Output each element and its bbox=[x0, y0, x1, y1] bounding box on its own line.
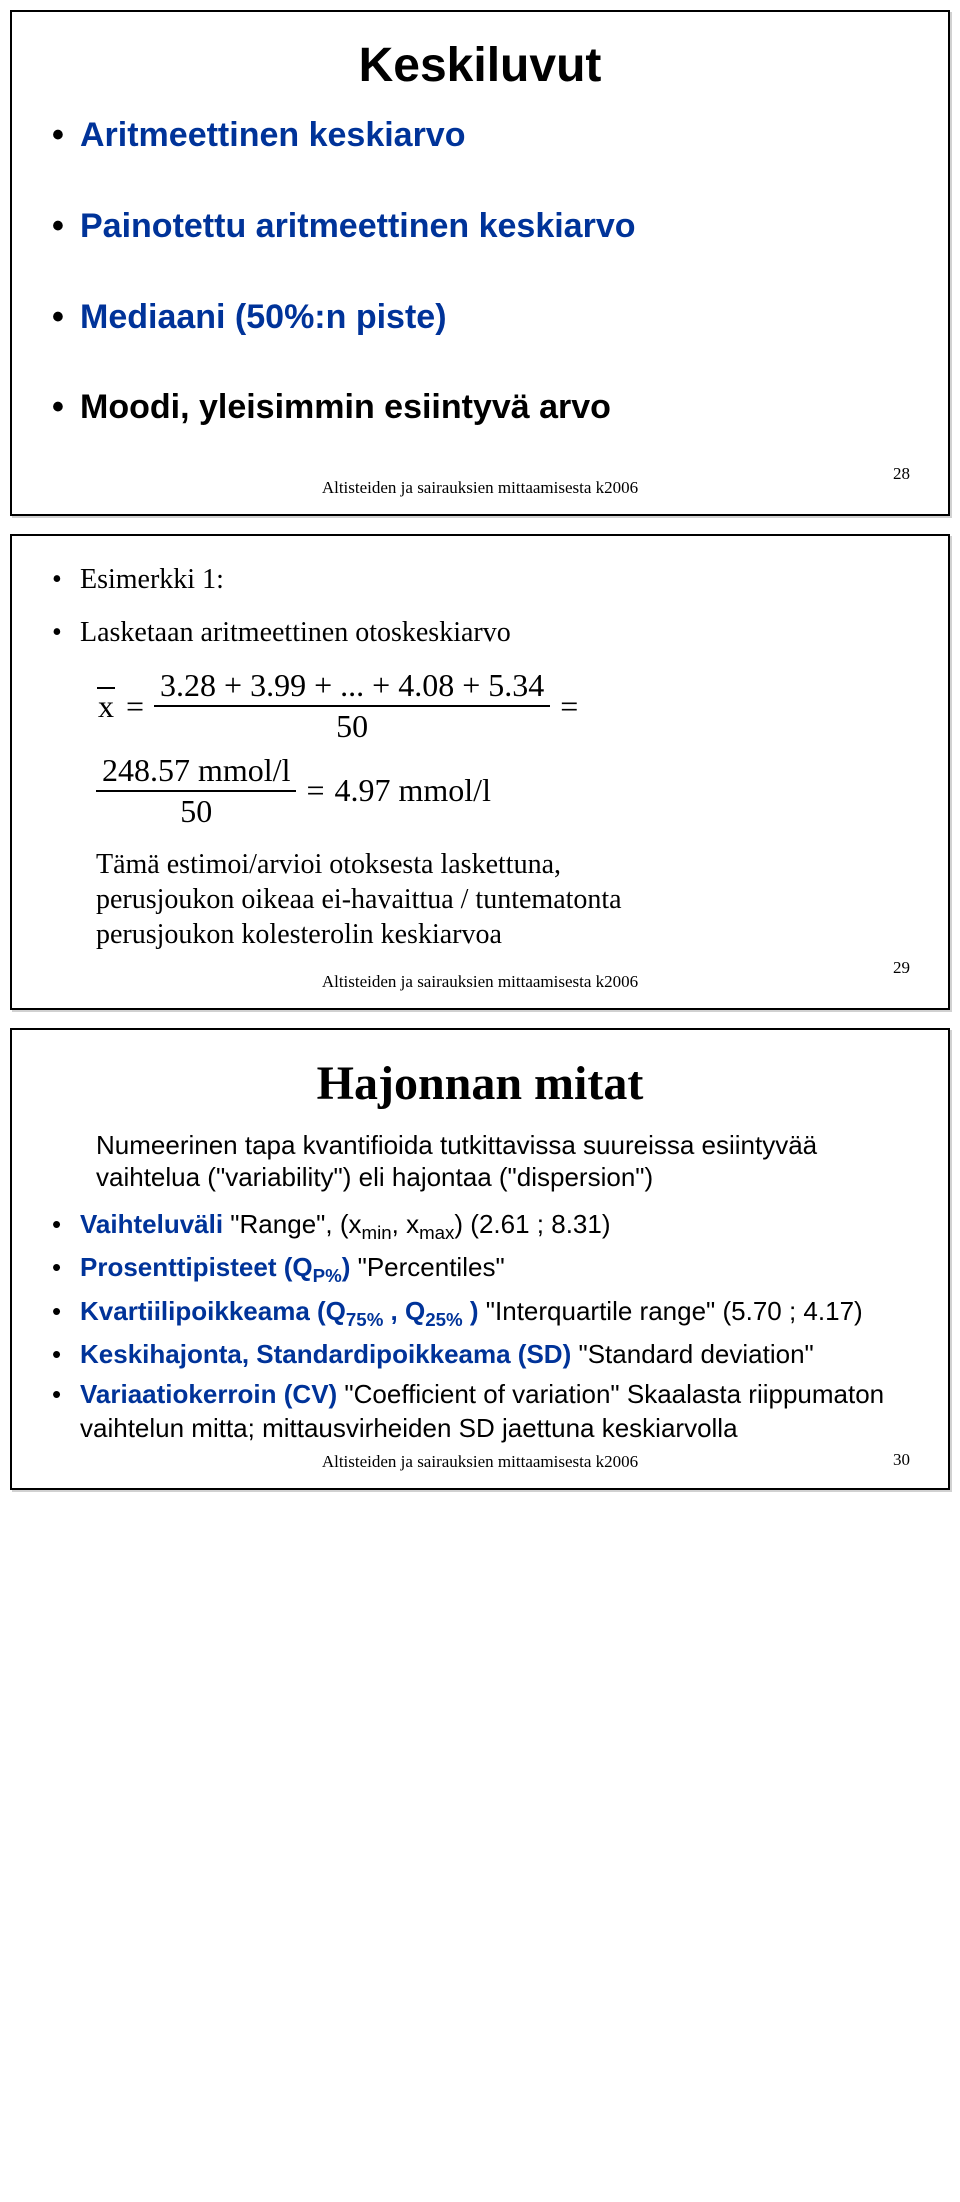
slide-keskiluvut: Keskiluvut Aritmeettinen keskiarvo Paino… bbox=[10, 10, 950, 516]
term-vaihteluvali: Vaihteluväli bbox=[80, 1209, 223, 1239]
formula-block: x = 3.28 + 3.99 + ... + 4.08 + 5.34 50 =… bbox=[52, 668, 908, 829]
slide-title: Hajonnan mitat bbox=[52, 1056, 908, 1111]
equals-sign: = bbox=[560, 689, 578, 724]
subscript: min bbox=[361, 1222, 391, 1243]
term-kvartiilipoikkeama: Kvartiilipoikkeama (Q75% , Q25% ) bbox=[80, 1296, 479, 1326]
slide-hajonnan-mitat: Hajonnan mitat Numeerinen tapa kvantifio… bbox=[10, 1028, 950, 1490]
plain-text: "Range", (x bbox=[223, 1209, 361, 1239]
bullet-item: Keskihajonta, Standardipoikkeama (SD) "S… bbox=[52, 1338, 908, 1372]
intro-text: Numeerinen tapa kvantifioida tutkittavis… bbox=[52, 1129, 908, 1194]
bullet-item: Esimerkki 1: bbox=[52, 562, 908, 597]
term-variaatiokerroin: Variaatiokerroin (CV) bbox=[80, 1379, 337, 1409]
plain-text: "Standard deviation" bbox=[571, 1339, 814, 1369]
denominator: 50 bbox=[180, 792, 212, 829]
numerator: 248.57 mmol/l bbox=[96, 753, 296, 792]
equals-sign: = bbox=[126, 689, 144, 724]
denominator: 50 bbox=[336, 707, 368, 744]
subscript: max bbox=[419, 1222, 454, 1243]
xbar-symbol: x bbox=[96, 689, 116, 724]
fraction: 248.57 mmol/l 50 bbox=[96, 753, 296, 829]
formula-line-1: x = 3.28 + 3.99 + ... + 4.08 + 5.34 50 = bbox=[96, 668, 908, 744]
equals-sign: = bbox=[306, 773, 324, 808]
subscript: P% bbox=[313, 1266, 342, 1287]
plain-text: ) (2.61 ; 8.31) bbox=[454, 1209, 610, 1239]
footer-text: Altisteiden ja sairauksien mittaamisesta… bbox=[52, 972, 908, 992]
page-number: 29 bbox=[893, 958, 910, 978]
footer-text: Altisteiden ja sairauksien mittaamisesta… bbox=[52, 478, 908, 498]
bullet-item: Lasketaan aritmeettinen otoskeskiarvo bbox=[52, 615, 908, 650]
plain-text: , x bbox=[392, 1209, 419, 1239]
bullet-item: Vaihteluväli "Range", (xmin, xmax) (2.61… bbox=[52, 1208, 908, 1246]
bullet-list: Aritmeettinen keskiarvo Painotettu aritm… bbox=[52, 115, 908, 428]
bullet-list: Esimerkki 1: Lasketaan aritmeettinen oto… bbox=[52, 562, 908, 650]
plain-text: "Percentiles" bbox=[350, 1252, 504, 1282]
bullet-item: Kvartiilipoikkeama (Q75% , Q25% ) "Inter… bbox=[52, 1295, 908, 1333]
page-number: 30 bbox=[893, 1450, 910, 1470]
result-value: 4.97 mmol/l bbox=[335, 773, 491, 808]
footer-text: Altisteiden ja sairauksien mittaamisesta… bbox=[52, 1452, 908, 1472]
numerator: 3.28 + 3.99 + ... + 4.08 + 5.34 bbox=[154, 668, 550, 707]
term-keskihajonta: Keskihajonta, Standardipoikkeama (SD) bbox=[80, 1339, 571, 1369]
bullet-item: Mediaani (50%:n piste) bbox=[52, 297, 908, 338]
fraction: 3.28 + 3.99 + ... + 4.08 + 5.34 50 bbox=[154, 668, 550, 744]
slide-esimerkki: Esimerkki 1: Lasketaan aritmeettinen oto… bbox=[10, 534, 950, 1010]
plain-text: "Interquartile range" (5.70 ; 4.17) bbox=[479, 1296, 863, 1326]
slide-title: Keskiluvut bbox=[52, 38, 908, 93]
subscript: 75% bbox=[346, 1309, 383, 1330]
term-prosenttipisteet: Prosenttipisteet (QP%) bbox=[80, 1252, 350, 1282]
bullet-item: Painotettu aritmeettinen keskiarvo bbox=[52, 206, 908, 247]
subscript: 25% bbox=[425, 1309, 462, 1330]
bullet-item: Variaatiokerroin (CV) "Coefficient of va… bbox=[52, 1378, 908, 1446]
formula-line-2: 248.57 mmol/l 50 = 4.97 mmol/l bbox=[96, 753, 908, 829]
bullet-item: Prosenttipisteet (QP%) "Percentiles" bbox=[52, 1251, 908, 1289]
page-number: 28 bbox=[893, 464, 910, 484]
bullet-item: Aritmeettinen keskiarvo bbox=[52, 115, 908, 156]
explanation-text: Tämä estimoi/arvioi otoksesta laskettuna… bbox=[52, 847, 908, 952]
bullet-list: Vaihteluväli "Range", (xmin, xmax) (2.61… bbox=[52, 1208, 908, 1446]
bullet-item: Moodi, yleisimmin esiintyvä arvo bbox=[52, 387, 908, 428]
